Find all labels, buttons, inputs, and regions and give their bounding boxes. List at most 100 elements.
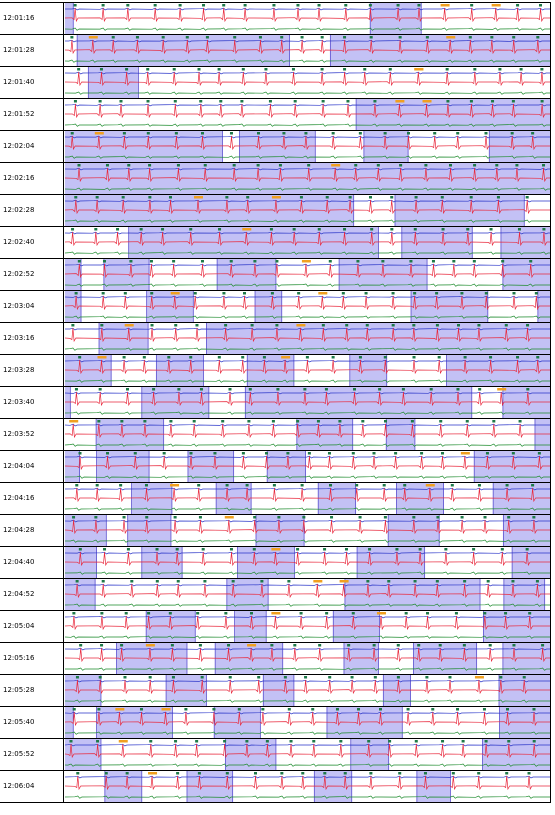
event-marker[interactable] [422,100,432,103]
beat-marker[interactable] [413,292,417,295]
beat-marker[interactable] [477,484,481,487]
beat-marker[interactable] [412,516,416,519]
beat-marker[interactable] [126,4,130,7]
beat-marker[interactable] [149,260,153,263]
beat-marker[interactable] [350,676,354,679]
beat-marker[interactable] [248,388,252,391]
beat-marker[interactable] [241,356,245,359]
beat-marker[interactable] [205,36,209,39]
beat-marker[interactable] [74,292,78,295]
beat-marker[interactable] [390,228,394,231]
beat-marker[interactable] [130,580,134,583]
beat-marker[interactable] [323,772,327,775]
beat-marker[interactable] [532,708,536,711]
event-marker[interactable] [491,4,501,7]
waveform-panel[interactable] [65,227,551,258]
beat-marker[interactable] [537,452,541,455]
event-marker[interactable] [395,100,405,103]
beat-marker[interactable] [176,164,180,167]
beat-marker[interactable] [71,228,75,231]
waveform-panel[interactable] [65,99,551,130]
beat-marker[interactable] [270,292,274,295]
beat-marker[interactable] [125,388,129,391]
beat-marker[interactable] [103,548,107,551]
event-marker[interactable] [497,388,507,391]
beat-marker[interactable] [173,516,177,519]
beat-marker[interactable] [320,68,324,71]
beat-marker[interactable] [272,4,276,7]
beat-marker[interactable] [148,164,152,167]
beat-marker[interactable] [172,260,176,263]
event-marker[interactable] [148,772,158,775]
beat-marker[interactable] [511,100,515,103]
beat-marker[interactable] [510,132,514,135]
beat-marker[interactable] [441,452,445,455]
beat-marker[interactable] [229,132,233,135]
beat-marker[interactable] [512,292,516,295]
beat-marker[interactable] [477,324,481,327]
beat-marker[interactable] [398,772,402,775]
beat-marker[interactable] [328,676,332,679]
beat-marker[interactable] [258,36,262,39]
event-marker[interactable] [170,292,180,295]
event-marker[interactable] [474,676,484,679]
beat-marker[interactable] [440,196,444,199]
beat-marker[interactable] [435,324,439,327]
beat-marker[interactable] [456,388,460,391]
beat-marker[interactable] [287,580,291,583]
beat-marker[interactable] [529,260,533,263]
beat-marker[interactable] [519,68,523,71]
waveform-panel[interactable] [65,419,551,450]
beat-marker[interactable] [369,36,373,39]
beat-marker[interactable] [143,420,147,423]
beat-marker[interactable] [196,612,200,615]
beat-marker[interactable] [198,644,202,647]
beat-marker[interactable] [473,68,477,71]
beat-marker[interactable] [525,548,529,551]
beat-marker[interactable] [261,708,265,711]
beat-marker[interactable] [418,548,422,551]
beat-marker[interactable] [218,228,222,231]
beat-marker[interactable] [243,4,247,7]
beat-marker[interactable] [237,708,241,711]
beat-marker[interactable] [420,452,424,455]
beat-marker[interactable] [124,612,128,615]
beat-marker[interactable] [363,68,367,71]
beat-marker[interactable] [144,484,148,487]
beat-marker[interactable] [406,708,410,711]
beat-marker[interactable] [485,452,489,455]
beat-marker[interactable] [496,196,500,199]
beat-marker[interactable] [469,100,473,103]
beat-marker[interactable] [77,68,81,71]
beat-marker[interactable] [217,356,221,359]
beat-marker[interactable] [161,36,165,39]
beat-marker[interactable] [378,388,382,391]
beat-marker[interactable] [540,68,544,71]
beat-marker[interactable] [229,260,233,263]
beat-marker[interactable] [275,260,279,263]
beat-marker[interactable] [396,676,400,679]
beat-marker[interactable] [197,772,201,775]
beat-marker[interactable] [95,484,99,487]
beat-marker[interactable] [74,388,78,391]
beat-marker[interactable] [355,484,359,487]
event-marker[interactable] [446,36,456,39]
beat-marker[interactable] [388,68,392,71]
beat-marker[interactable] [327,452,331,455]
beat-marker[interactable] [339,740,343,743]
beat-marker[interactable] [174,740,178,743]
beat-marker[interactable] [152,388,156,391]
beat-marker[interactable] [252,548,256,551]
beat-marker[interactable] [242,292,246,295]
beat-marker[interactable] [231,580,235,583]
beat-marker[interactable] [304,676,308,679]
beat-marker[interactable] [391,324,395,327]
beat-marker[interactable] [197,484,201,487]
beat-marker[interactable] [101,292,105,295]
beat-marker[interactable] [139,228,143,231]
beat-marker[interactable] [161,228,165,231]
beat-marker[interactable] [429,388,433,391]
beat-marker[interactable] [257,676,261,679]
highlighted-segment[interactable] [96,419,164,450]
beat-marker[interactable] [498,68,502,71]
